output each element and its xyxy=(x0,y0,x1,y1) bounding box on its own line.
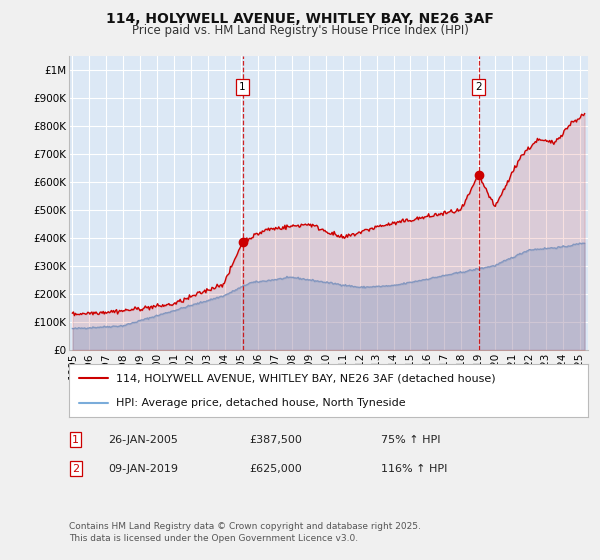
Text: 114, HOLYWELL AVENUE, WHITLEY BAY, NE26 3AF (detached house): 114, HOLYWELL AVENUE, WHITLEY BAY, NE26 … xyxy=(116,374,496,384)
Text: Price paid vs. HM Land Registry's House Price Index (HPI): Price paid vs. HM Land Registry's House … xyxy=(131,24,469,37)
Text: 1: 1 xyxy=(239,82,246,92)
Text: HPI: Average price, detached house, North Tyneside: HPI: Average price, detached house, Nort… xyxy=(116,398,406,408)
Text: 114, HOLYWELL AVENUE, WHITLEY BAY, NE26 3AF: 114, HOLYWELL AVENUE, WHITLEY BAY, NE26 … xyxy=(106,12,494,26)
Text: 116% ↑ HPI: 116% ↑ HPI xyxy=(381,464,448,474)
Text: 09-JAN-2019: 09-JAN-2019 xyxy=(108,464,178,474)
Text: £387,500: £387,500 xyxy=(249,435,302,445)
Text: 2: 2 xyxy=(72,464,79,474)
Text: 2: 2 xyxy=(475,82,482,92)
Text: Contains HM Land Registry data © Crown copyright and database right 2025.
This d: Contains HM Land Registry data © Crown c… xyxy=(69,522,421,543)
Text: £625,000: £625,000 xyxy=(249,464,302,474)
Text: 75% ↑ HPI: 75% ↑ HPI xyxy=(381,435,440,445)
Text: 1: 1 xyxy=(72,435,79,445)
Text: 26-JAN-2005: 26-JAN-2005 xyxy=(108,435,178,445)
